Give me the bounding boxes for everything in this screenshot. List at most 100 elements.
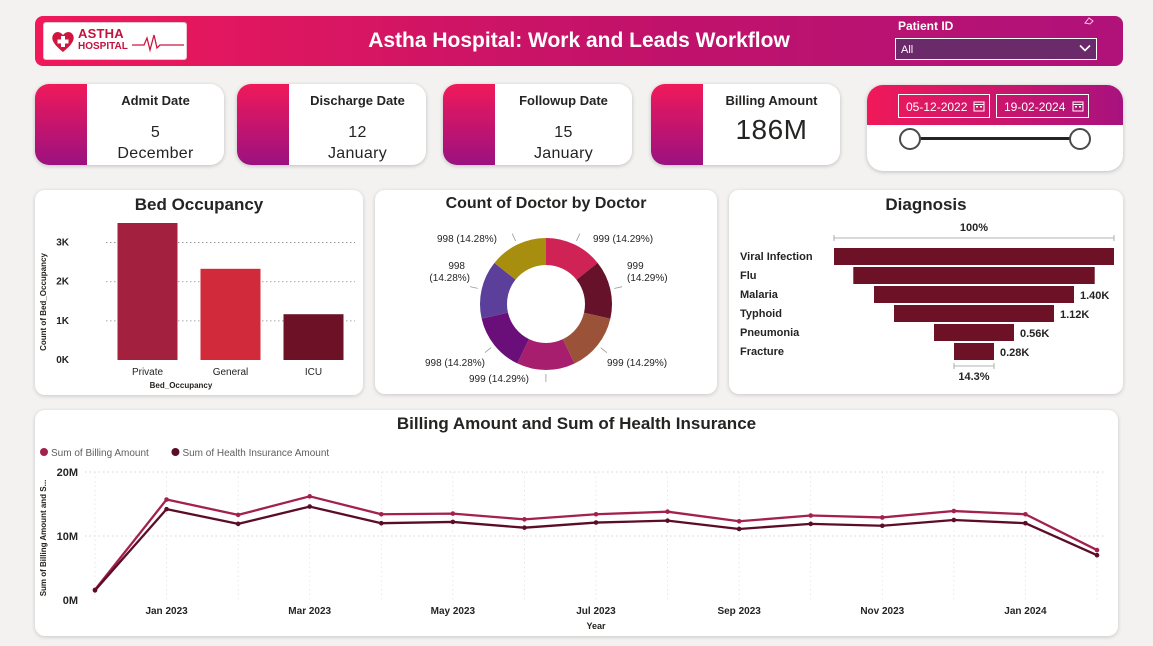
eraser-icon[interactable] — [1084, 17, 1094, 25]
data-point — [450, 511, 456, 516]
kpi-body: Discharge Date 12 January 2023 — [289, 84, 426, 165]
funnel-top-label: 100% — [960, 222, 988, 234]
data-point — [665, 518, 670, 523]
health-insurance-line — [94, 505, 1098, 592]
end-date-input[interactable]: 19-02-2024 — [996, 94, 1089, 118]
kpi-accent — [35, 84, 87, 165]
funnel-bar — [874, 286, 1074, 303]
x-tick-label: Private — [132, 367, 164, 378]
x-tick-label: Nov 2023 — [860, 606, 904, 617]
data-point — [951, 508, 957, 514]
data-label: 999 (14.29%) — [593, 234, 653, 245]
legend-label: Sum of Billing Amount — [51, 448, 149, 459]
kpi-accent — [443, 84, 495, 165]
data-point — [1094, 547, 1100, 553]
kpi-label: Followup Date — [519, 93, 608, 108]
funnel-bar — [894, 305, 1054, 322]
data-point — [235, 521, 241, 527]
kpi-body: Followup Date 15 January 2023 — [495, 84, 632, 165]
x-tick-label: Sep 2023 — [717, 606, 761, 617]
data-label-value: 999 — [627, 261, 644, 272]
calendar-icon[interactable] — [1072, 100, 1084, 112]
data-label: 998 (14.28%) — [437, 234, 497, 245]
y-axis-label: Sum of Billing Amount and S... — [39, 480, 48, 597]
kpi-label: Admit Date — [121, 93, 190, 108]
kpi-body: Billing Amount 186M — [703, 84, 840, 165]
x-tick-label: Jan 2023 — [145, 606, 188, 617]
donut-slice — [494, 238, 546, 280]
data-point — [378, 520, 384, 526]
data-point — [235, 512, 241, 518]
date-range-slicer: 05-12-2022 19-02-2024 — [867, 85, 1123, 171]
donut-slice — [517, 339, 575, 370]
patient-id-dropdown[interactable]: All — [895, 38, 1097, 60]
data-point — [808, 521, 814, 527]
bed-occupancy-card: Bed Occupancy Count of Bed_Occupancy Bed… — [35, 190, 363, 395]
x-axis-label: Bed_Occupancy — [150, 381, 213, 390]
date-slider-end-handle[interactable] — [1069, 128, 1091, 150]
date-slider-start-handle[interactable] — [899, 128, 921, 150]
kpi-value: 12 January 2023 — [327, 124, 388, 162]
kpi-card-admit-date: Admit Date 5 December 2022 — [35, 84, 224, 165]
data-point — [164, 506, 169, 512]
data-point — [665, 509, 670, 514]
kpi-value: 15 January 2023 — [533, 124, 594, 162]
funnel-bar — [954, 343, 994, 360]
data-point — [879, 523, 885, 529]
kpi-value: 186M — [735, 114, 808, 145]
y-tick-label: 0K — [56, 355, 70, 366]
donut-slice — [481, 312, 530, 364]
data-label: 998 (14.28%) — [425, 358, 485, 369]
start-date-value: 05-12-2022 — [906, 100, 968, 114]
funnel-value-label: 0.28K — [1000, 347, 1029, 359]
y-tick-label: 3K — [56, 238, 70, 249]
data-point — [736, 526, 742, 532]
bar-icu — [283, 314, 344, 360]
data-point — [808, 513, 814, 518]
funnel-value-label: 0.56K — [1020, 328, 1049, 340]
funnel-bar — [853, 267, 1095, 284]
data-point — [92, 588, 98, 593]
patient-id-label: Patient ID — [898, 19, 954, 33]
start-date-input[interactable]: 05-12-2022 — [898, 94, 990, 118]
data-point — [879, 515, 885, 520]
bar-private — [117, 223, 178, 360]
funnel-bar — [834, 248, 1114, 265]
data-point — [593, 520, 599, 525]
donut-slice — [546, 238, 598, 280]
kpi-card-discharge-date: Discharge Date 12 January 2023 — [237, 84, 426, 165]
chart-title: Count of Doctor by Doctor — [445, 195, 647, 212]
diagnosis-card: Diagnosis 100% Viral Infection Flu Malaria 1… — [729, 190, 1123, 394]
data-point — [736, 518, 742, 524]
x-tick-label: Jan 2024 — [1004, 606, 1047, 617]
hospital-logo: ASTHA HOSPITAL — [43, 22, 187, 60]
diagnosis-funnel-chart: 100% Viral Infection Flu Malaria 1.40K Typhoi… — [740, 222, 1115, 383]
y-axis-label: Count of Bed_Occupancy — [39, 253, 48, 351]
calendar-icon[interactable] — [973, 100, 985, 112]
chart-title: Diagnosis — [885, 195, 967, 214]
kpi-accent — [651, 84, 703, 165]
chevron-down-icon — [1079, 44, 1091, 52]
funnel-category-label: Flu — [740, 270, 757, 282]
data-point — [307, 494, 313, 499]
leader-line — [484, 347, 492, 353]
kpi-label: Discharge Date — [310, 93, 405, 108]
leader-line — [576, 233, 581, 242]
leader-line — [511, 233, 517, 242]
data-point — [450, 519, 456, 525]
x-tick-label: ICU — [305, 367, 322, 378]
funnel-category-label: Typhoid — [740, 308, 782, 320]
x-tick-label: Jul 2023 — [576, 606, 616, 617]
y-tick-label: 0M — [63, 595, 78, 607]
legend-marker — [40, 448, 48, 456]
date-slider-track[interactable] — [909, 137, 1081, 140]
data-label-percent: (14.28%) — [429, 273, 470, 284]
x-tick-label: May 2023 — [431, 606, 476, 617]
kpi-value: 5 December 2022 — [117, 124, 194, 162]
data-point — [1023, 520, 1028, 526]
leader-line — [469, 286, 478, 289]
x-tick-label: Mar 2023 — [288, 606, 331, 617]
funnel-category-label: Viral Infection — [740, 251, 813, 263]
leader-line — [600, 347, 608, 354]
kpi-card-billing-amount: Billing Amount 186M — [651, 84, 840, 165]
